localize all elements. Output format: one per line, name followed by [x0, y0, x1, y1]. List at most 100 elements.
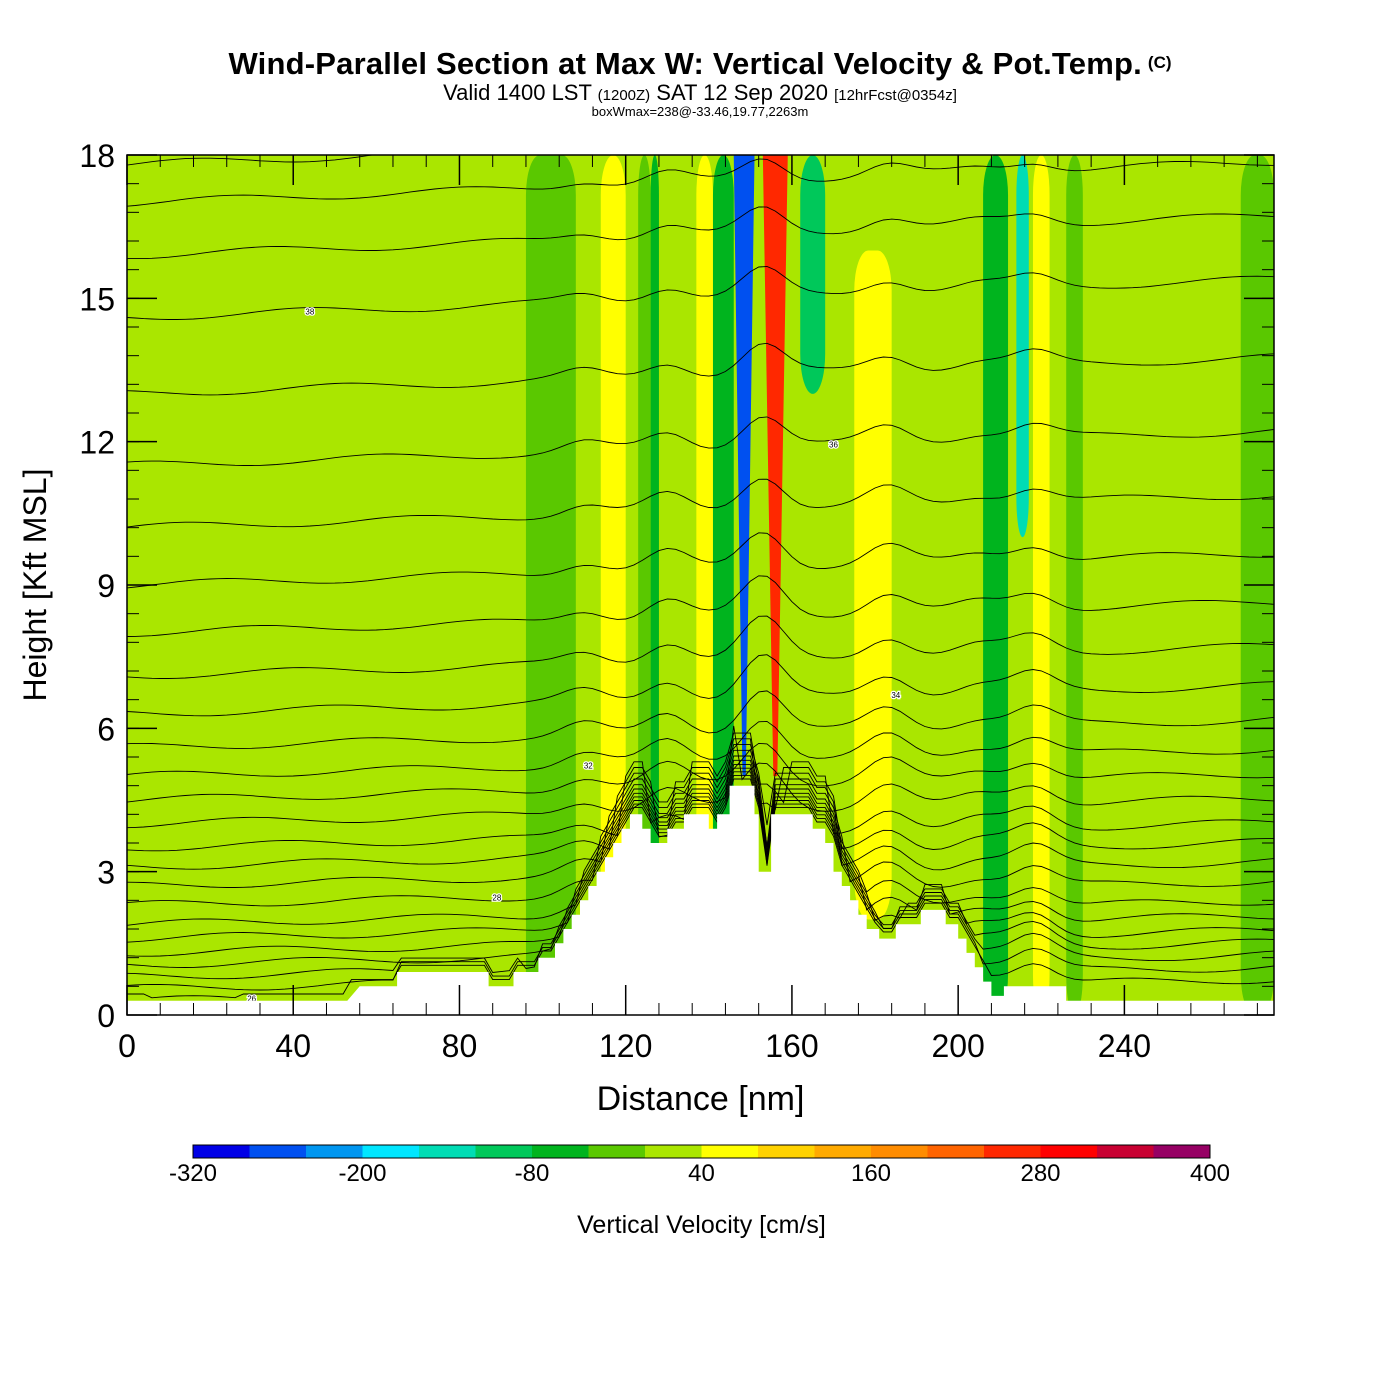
colorbar-swatch [984, 1145, 1041, 1158]
theta-contour [127, 155, 376, 166]
colorbar-tick-label: -80 [515, 1160, 550, 1187]
x-tick-label: 120 [599, 1028, 652, 1064]
velocity-region [1016, 155, 1029, 538]
y-tick-label: 0 [97, 998, 115, 1034]
colorbar-swatch [475, 1145, 533, 1158]
theta-contour [127, 767, 1274, 968]
contour-label: 38 [305, 307, 314, 316]
colorbar-swatch [814, 1145, 872, 1158]
theta-contour [127, 615, 1274, 679]
utc-time: (1200Z) [597, 87, 651, 104]
velocity-region [800, 155, 826, 394]
terrain [127, 785, 1274, 1015]
theta-contour [127, 764, 1274, 957]
x-axis-label: Distance [nm] [597, 1080, 805, 1118]
y-tick-label: 3 [97, 855, 115, 891]
velocity-region [1032, 155, 1050, 1015]
x-tick-label: 0 [118, 1028, 136, 1064]
colorbar: -320 -200 -80 40 160 280 400 Vertical Velocity … [169, 1144, 1230, 1239]
forecast-info: [12hrFcst@0354z] [834, 87, 957, 104]
colorbar-tick-label: 40 [688, 1160, 715, 1187]
colorbar-swatch [1153, 1145, 1211, 1158]
theta-contour [127, 778, 1274, 999]
colorbar-swatch [701, 1145, 759, 1158]
theta-contours: 2628303234363840 [127, 137, 1274, 1005]
velocity-region [696, 155, 713, 872]
contour-label: 28 [492, 893, 501, 902]
velocity-region [525, 155, 576, 1015]
theta-contour [127, 342, 1274, 396]
theta-contour [127, 266, 1274, 320]
chart-subtitle: Valid 1400 LST (1200Z) SAT 12 Sep 2020 [… [0, 82, 1400, 104]
velocity-region [762, 155, 788, 777]
colorbar-swatch [927, 1145, 985, 1158]
theta-contour [127, 158, 1274, 207]
box-wmax-info: boxWmax=238@-33.46,19.77,2263m [591, 104, 809, 119]
velocity-region [600, 155, 626, 1015]
theta-contour [127, 744, 1274, 888]
y-axis-label: Height [Kft MSL] [17, 469, 53, 702]
colorbar-label: Vertical Velocity [cm/s] [577, 1211, 826, 1239]
colorbar-frame [192, 1144, 1211, 1159]
colorbar-tick-label: -320 [169, 1160, 217, 1187]
y-tick-label: 9 [97, 568, 115, 604]
theta-contour [127, 416, 1274, 466]
velocity-region [650, 155, 659, 1015]
colorbar-swatch [193, 1145, 250, 1158]
colorbar-swatch [871, 1145, 928, 1158]
copyright-mark: (C) [1147, 52, 1172, 72]
x-tick-label: 80 [442, 1028, 478, 1064]
colorbar-swatch [588, 1145, 646, 1158]
colorbar-swatch [1097, 1145, 1154, 1158]
theta-contour [127, 725, 1274, 829]
y-tick-label: 6 [97, 711, 115, 747]
theta-contour [127, 654, 1274, 717]
colorbar-tick-label: 160 [851, 1160, 891, 1187]
x-tick-label: 160 [765, 1028, 818, 1064]
theta-contour [127, 749, 1274, 907]
velocity-region [983, 155, 1009, 1015]
colorbar-tick-label: -200 [338, 1160, 386, 1187]
colorbar-swatch [306, 1145, 363, 1158]
theta-contour [127, 206, 1274, 260]
colorbar-swatch [758, 1145, 815, 1158]
x-tick-label: 40 [275, 1028, 311, 1064]
chart-title-line: Wind-Parallel Section at Max W: Vertical… [0, 48, 1400, 79]
colorbar-swatch [362, 1145, 420, 1158]
theta-contour [127, 532, 1274, 589]
terrain-mask [127, 785, 1274, 1015]
colorbar-swatch [645, 1145, 702, 1158]
colorbar-tick-label: 400 [1190, 1160, 1230, 1187]
theta-contour [127, 755, 1274, 926]
theta-contour [127, 732, 1274, 852]
y-tick-label: 15 [79, 281, 115, 317]
velocity-region [712, 155, 734, 1015]
theta-contour [127, 690, 1274, 749]
velocity-region [1066, 155, 1083, 1015]
theta-contour [127, 742, 1274, 803]
valid-date: SAT 12 Sep 2020 [656, 80, 828, 105]
theta-contour [127, 759, 1274, 943]
contour-label: 32 [584, 761, 593, 770]
y-tick-label: 18 [79, 138, 115, 174]
colorbar-swatch [249, 1145, 307, 1158]
theta-contour [127, 478, 1274, 528]
colorbar-tick-label: 280 [1020, 1160, 1060, 1187]
title-block: Wind-Parallel Section at Max W: Vertical… [0, 48, 1400, 118]
valid-time: Valid 1400 LST [443, 80, 592, 105]
x-tick-label: 240 [1098, 1028, 1151, 1064]
theta-contour [127, 575, 1274, 637]
velocity-region [854, 250, 892, 920]
contour-label: 40 [767, 137, 776, 146]
colorbar-swatch [419, 1145, 476, 1158]
theta-contour [127, 720, 1274, 777]
velocity-region [733, 155, 755, 777]
theta-contour [127, 738, 1274, 870]
theta-contour [127, 774, 1274, 991]
contour-label: 34 [891, 691, 900, 700]
contour-label: 26 [247, 994, 256, 1003]
colorbar-swatch [532, 1145, 589, 1158]
contour-label: 36 [829, 440, 838, 449]
